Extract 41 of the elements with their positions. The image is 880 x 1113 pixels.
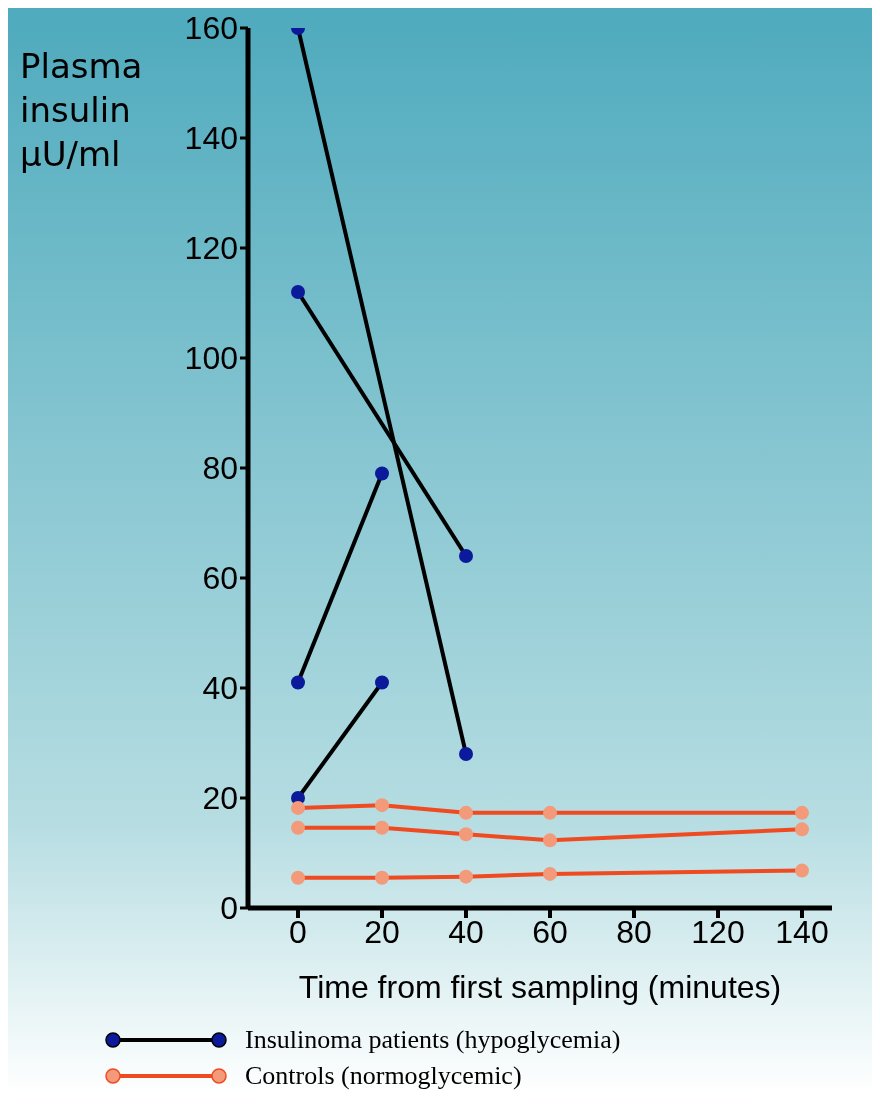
point	[375, 798, 389, 813]
x-axis-title: Time from first sampling (minutes)	[298, 969, 782, 1005]
y-axis-title: Plasma insulin µU/ml	[20, 45, 144, 176]
point	[459, 869, 473, 884]
point	[291, 820, 305, 835]
point	[795, 863, 809, 878]
point	[459, 827, 473, 842]
point	[291, 870, 305, 885]
point	[459, 805, 473, 820]
y-tick-label: 120	[184, 230, 238, 267]
point	[291, 800, 305, 815]
point	[543, 805, 557, 820]
x-tick-label: 40	[448, 913, 484, 950]
x-tick-label: 120	[691, 913, 745, 950]
legend-label: Insulinoma patients (hypoglycemia)	[245, 1025, 621, 1055]
point	[459, 747, 473, 761]
y-tick-label: 60	[202, 560, 238, 597]
point	[375, 466, 389, 481]
x-tick-label: 80	[616, 913, 652, 950]
point	[543, 833, 557, 848]
point	[375, 675, 389, 690]
y-tick-label: 160	[184, 10, 238, 47]
point	[543, 866, 557, 881]
x-tick-label: 20	[364, 913, 400, 950]
point	[795, 805, 809, 820]
point	[459, 549, 473, 563]
point	[291, 675, 305, 690]
y-tick-label: 140	[184, 120, 238, 157]
x-tick-label: 140	[775, 913, 829, 950]
y-tick-label: 100	[184, 340, 238, 377]
y-tick-label: 40	[202, 670, 238, 707]
x-tick-label: 0	[289, 913, 307, 950]
point	[795, 822, 809, 837]
y-tick-label: 0	[220, 890, 238, 927]
legend-label: Controls (normoglycemic)	[245, 1061, 522, 1091]
y-tick-label: 80	[202, 450, 238, 487]
x-tick-label: 60	[532, 913, 568, 950]
point	[291, 285, 305, 299]
point	[375, 820, 389, 835]
point	[375, 870, 389, 885]
y-tick-label: 20	[202, 780, 238, 817]
